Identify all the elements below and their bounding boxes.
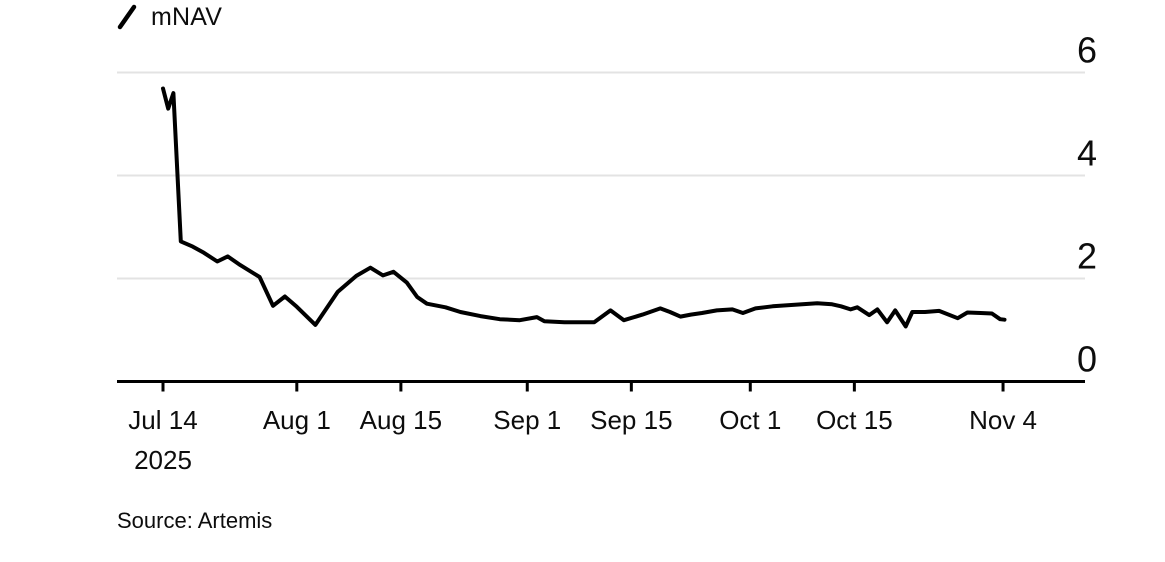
y-tick-label: 0 — [1077, 339, 1097, 380]
chart-legend: mNAV — [116, 3, 222, 32]
x-axis — [117, 380, 1085, 392]
x-tick-label: Nov 4 — [969, 405, 1037, 435]
y-tick-label: 2 — [1077, 236, 1097, 277]
line-series-marker-icon — [117, 4, 137, 30]
x-tick-label: Oct 15 — [816, 405, 893, 435]
x-tick-label: Jul 14 — [128, 405, 197, 435]
x-tick-sublabel: 2025 — [134, 445, 192, 475]
x-tick-label: Oct 1 — [719, 405, 781, 435]
x-axis-labels: Jul 14 2025 Aug 1 Aug 15 Sep 1 Sep 15 Oct 1 Oct… — [128, 405, 1037, 475]
legend-label: mNAV — [151, 3, 223, 31]
x-tick-label: Sep 15 — [590, 405, 672, 435]
gridlines — [117, 71, 1085, 280]
y-tick-label: 6 — [1077, 30, 1097, 71]
y-tick-label: 4 — [1077, 133, 1097, 174]
x-tick-label: Aug 1 — [263, 405, 331, 435]
x-tick-label: Aug 15 — [360, 405, 442, 435]
x-tick-label: Sep 1 — [493, 405, 561, 435]
source-caption: Source: Artemis — [117, 508, 273, 533]
y-axis-labels: 6 4 2 0 — [1077, 30, 1097, 380]
mnav-line-series — [161, 86, 1007, 329]
